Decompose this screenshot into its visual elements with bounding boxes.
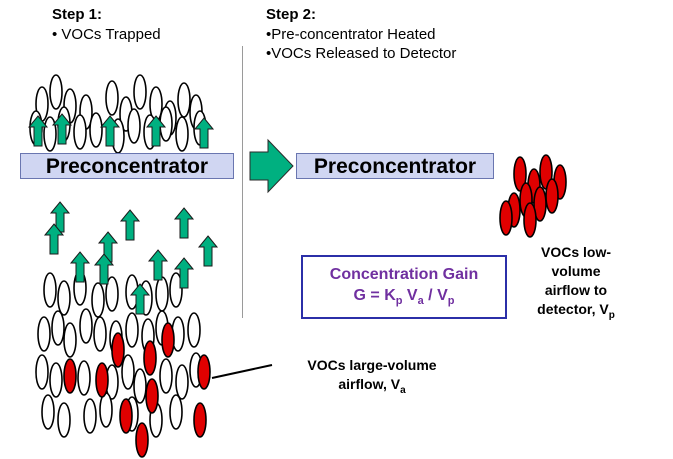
air-molecule-icon [159, 358, 173, 394]
voc-molecule-icon [197, 354, 211, 390]
air-molecule-icon [99, 392, 113, 428]
voc-molecule-icon [143, 340, 157, 376]
air-molecule-icon [127, 108, 141, 144]
up-arrow-icon [51, 113, 73, 145]
preconcentrator-box-right: Preconcentrator [296, 153, 494, 179]
right-arrow-icon [249, 138, 294, 194]
arrow-layer [27, 113, 219, 315]
voc-molecule-icon [145, 378, 159, 414]
up-arrow-icon [147, 249, 169, 281]
air-molecule-icon [91, 282, 105, 318]
step2-item-released: •VOCs Released to Detector [266, 45, 457, 62]
label-low-volume-airflow: VOCs low- volume airflow to detector, Vp [537, 244, 615, 321]
air-molecule-icon [51, 310, 65, 346]
air-molecule-icon [83, 398, 97, 434]
air-molecule-icon [63, 322, 77, 358]
air-molecule-icon [169, 394, 183, 430]
voc-molecule-icon [119, 398, 133, 434]
gain-formula: G = Kp Va / Vp [353, 287, 455, 308]
up-arrow-icon [93, 253, 115, 285]
up-arrow-icon [173, 257, 195, 289]
air-molecule-icon [187, 312, 201, 348]
up-arrow-icon [173, 207, 195, 239]
air-molecule-icon [169, 272, 183, 308]
air-molecule-icon [57, 402, 71, 438]
voc-molecule-icon [513, 156, 527, 192]
air-molecule-icon [35, 354, 49, 390]
air-molecule-icon [79, 308, 93, 344]
up-arrow-icon [193, 117, 215, 149]
up-arrow-icon [197, 235, 219, 267]
voc-molecule-icon [111, 332, 125, 368]
pointer-line [211, 364, 273, 379]
voc-molecule-icon [63, 358, 77, 394]
step2-item-heated: •Pre-concentrator Heated [266, 26, 436, 43]
air-molecule-icon [133, 74, 147, 110]
up-arrow-icon [145, 115, 167, 147]
step-divider [242, 46, 243, 318]
air-molecule-icon [73, 114, 87, 150]
concentration-gain-box: Concentration Gain G = Kp Va / Vp [301, 255, 507, 319]
up-arrow-icon [99, 115, 121, 147]
voc-molecule-icon [95, 362, 109, 398]
air-molecule-icon [77, 360, 91, 396]
air-molecule-icon [133, 368, 147, 404]
voc-molecule-icon [135, 422, 149, 458]
preconcentrator-box-left: Preconcentrator [20, 153, 234, 179]
voc-molecule-icon [499, 200, 513, 236]
air-molecule-icon [43, 116, 57, 152]
step1-item-trapped: • VOCs Trapped [52, 26, 161, 43]
voc-molecule-icon [161, 322, 175, 358]
gain-title: Concentration Gain [329, 266, 479, 283]
voc-molecule-icon [523, 202, 537, 238]
voc-molecule-icon [193, 402, 207, 438]
step2-title: Step 2: [266, 6, 317, 23]
air-molecule-icon [105, 276, 119, 312]
up-arrow-icon [119, 209, 141, 241]
up-arrow-icon [43, 223, 65, 255]
air-molecule-icon [105, 80, 119, 116]
air-molecule-icon [93, 316, 107, 352]
air-molecule-icon [155, 276, 169, 312]
air-molecule-icon [57, 280, 71, 316]
air-molecule-icon [41, 394, 55, 430]
air-molecule-icon [121, 354, 135, 390]
molecule-layer [29, 74, 567, 458]
air-molecule-icon [125, 312, 139, 348]
up-arrow-icon [27, 115, 49, 147]
label-large-volume-airflow: VOCs large-volume airflow, Va [307, 357, 437, 396]
voc-molecule-icon [545, 178, 559, 214]
air-molecule-icon [49, 362, 63, 398]
air-molecule-icon [49, 74, 63, 110]
up-arrow-icon [69, 251, 91, 283]
step1-title: Step 1: [52, 6, 103, 23]
air-molecule-icon [177, 82, 191, 118]
air-molecule-icon [175, 364, 189, 400]
air-molecule-icon [37, 316, 51, 352]
air-molecule-icon [43, 272, 57, 308]
up-arrow-icon [129, 283, 151, 315]
air-molecule-icon [175, 116, 189, 152]
air-molecule-icon [89, 112, 103, 148]
